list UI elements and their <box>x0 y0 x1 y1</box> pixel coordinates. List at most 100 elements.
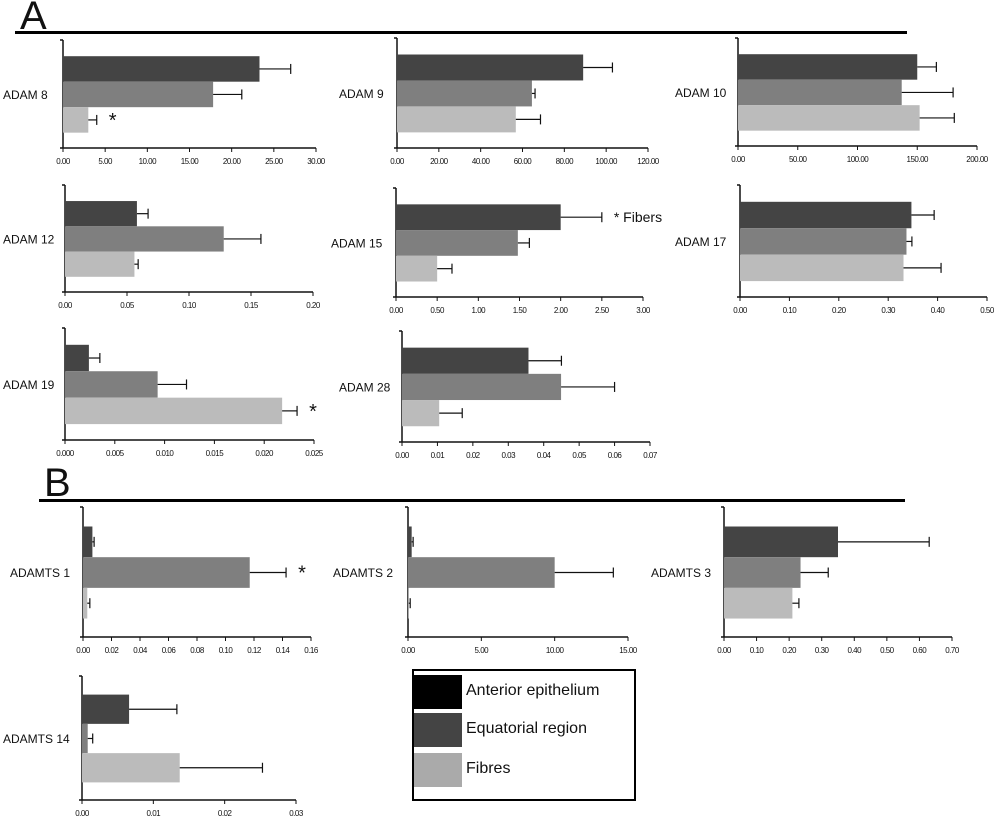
x-tick-label: 0.06 <box>162 646 177 655</box>
x-tick-label: 10.00 <box>546 646 565 655</box>
category-label: ADAMTS 1 <box>10 566 70 580</box>
x-tick-label: 3.00 <box>636 306 651 315</box>
x-tick-label: 0.16 <box>304 646 319 655</box>
significance-annotation: * <box>109 110 117 132</box>
category-label: ADAMTS 3 <box>651 566 711 580</box>
x-tick-label: 0.10 <box>783 306 798 315</box>
x-tick-label: 100.00 <box>595 157 618 166</box>
x-tick-label: 0.00 <box>390 157 405 166</box>
bar-series-2 <box>396 230 518 256</box>
x-tick-label: 0.30 <box>815 646 830 655</box>
bar-series-1 <box>408 526 412 558</box>
category-label: ADAM 8 <box>3 88 48 102</box>
category-label: ADAM 19 <box>3 378 55 392</box>
x-tick-label: 0.06 <box>608 451 623 460</box>
bar-series-2 <box>83 557 250 588</box>
category-label: ADAM 28 <box>339 381 391 395</box>
x-tick-label: 0.15 <box>244 301 259 310</box>
x-tick-label: 0.00 <box>56 157 71 166</box>
bar-series-2 <box>738 79 902 106</box>
x-tick-label: 5.00 <box>475 646 490 655</box>
x-tick-label: 0.00 <box>733 306 748 315</box>
x-tick-label: 0.020 <box>255 449 274 458</box>
bar-series-2 <box>740 228 907 255</box>
x-tick-label: 0.40 <box>847 646 862 655</box>
x-tick-label: 15.00 <box>619 646 638 655</box>
x-tick-label: 0.05 <box>120 301 135 310</box>
x-tick-label: 0.01 <box>147 809 162 818</box>
x-tick-label: 0.07 <box>643 451 658 460</box>
section-b-label: B <box>44 461 71 505</box>
x-tick-label: 0.00 <box>401 646 416 655</box>
x-tick-label: 30.00 <box>307 157 326 166</box>
x-tick-label: 0.02 <box>218 809 233 818</box>
x-tick-label: 0.03 <box>501 451 516 460</box>
x-tick-label: 0.02 <box>466 451 481 460</box>
legend-label: Fibres <box>466 760 511 777</box>
x-tick-label: 1.00 <box>472 306 487 315</box>
x-tick-label: 0.025 <box>305 449 324 458</box>
bar-series-3 <box>83 587 88 619</box>
bar-series-3 <box>82 753 180 783</box>
x-tick-label: 0.01 <box>431 451 446 460</box>
bar-series-2 <box>65 371 158 398</box>
bar-series-3 <box>738 105 920 131</box>
x-tick-label: 40.00 <box>472 157 491 166</box>
x-tick-label: 2.50 <box>595 306 610 315</box>
category-label: ADAM 9 <box>339 87 384 101</box>
section-b-divider <box>39 499 905 502</box>
legend-swatch <box>414 713 462 747</box>
x-tick-label: 25.00 <box>265 157 284 166</box>
category-label: ADAMTS 14 <box>3 732 70 746</box>
x-tick-label: 0.00 <box>395 451 410 460</box>
category-label: ADAM 17 <box>675 235 727 249</box>
x-tick-label: 0.10 <box>750 646 765 655</box>
bar-series-1 <box>740 201 912 229</box>
x-tick-label: 0.10 <box>182 301 197 310</box>
legend-item-equatorial-region: Equatorial region <box>414 713 632 747</box>
x-tick-label: 0.015 <box>206 449 225 458</box>
bar-series-1 <box>738 54 918 80</box>
x-tick-label: 0.20 <box>306 301 321 310</box>
bar-series-2 <box>402 373 562 401</box>
x-tick-label: 20.00 <box>223 157 242 166</box>
bar-series-1 <box>65 201 137 227</box>
bar-series-1 <box>402 347 529 374</box>
x-tick-label: 0.00 <box>389 306 404 315</box>
bar-series-2 <box>63 81 214 108</box>
significance-annotation: * <box>309 401 317 423</box>
x-tick-label: 0.14 <box>276 646 291 655</box>
bar-series-2 <box>65 226 224 252</box>
significance-annotation: * Fibers <box>614 209 662 225</box>
bar-series-1 <box>82 694 130 724</box>
bar-series-1 <box>396 204 561 231</box>
bar-series-3 <box>65 397 283 425</box>
x-tick-label: 0.00 <box>75 809 90 818</box>
legend-swatch <box>414 753 462 787</box>
category-label: ADAMTS 2 <box>333 566 393 580</box>
x-tick-label: 15.00 <box>181 157 200 166</box>
legend-swatch <box>414 675 462 709</box>
x-tick-label: 0.50 <box>980 306 995 315</box>
x-tick-label: 0.40 <box>931 306 946 315</box>
legend: Anterior epithelium Equatorial region Fi… <box>412 669 636 801</box>
x-tick-label: 0.00 <box>76 646 91 655</box>
legend-label: Anterior epithelium <box>466 682 600 699</box>
legend-item-anterior-epithelium: Anterior epithelium <box>414 675 632 709</box>
x-tick-label: 10.00 <box>139 157 158 166</box>
x-tick-label: 0.03 <box>289 809 304 818</box>
category-label: ADAM 15 <box>331 237 383 251</box>
x-tick-label: 60.00 <box>514 157 533 166</box>
bar-series-3 <box>402 400 440 427</box>
bar-series-3 <box>396 255 438 282</box>
x-tick-label: 0.70 <box>945 646 960 655</box>
x-tick-label: 0.04 <box>133 646 148 655</box>
